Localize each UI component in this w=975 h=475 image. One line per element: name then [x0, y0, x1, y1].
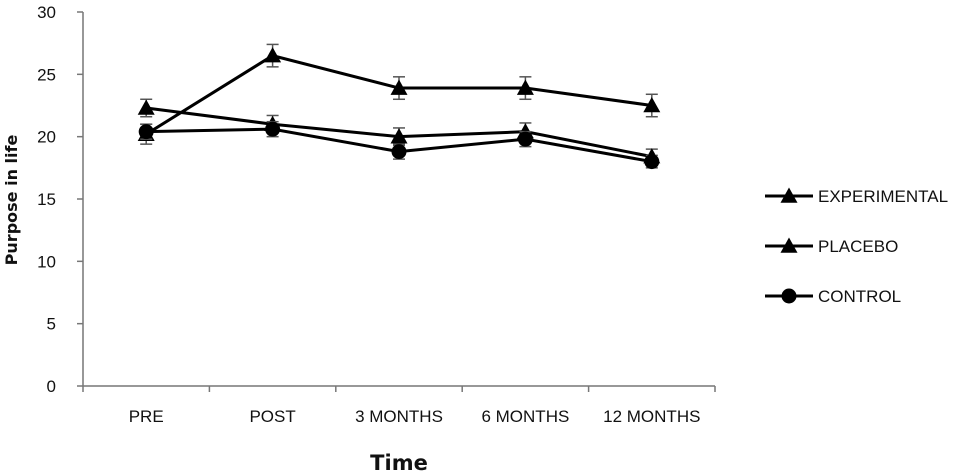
data-point-experimental [643, 97, 661, 113]
legend-marker-placebo [780, 237, 798, 253]
legend: EXPERIMENTAL PLACEBO CONTROL [765, 187, 948, 306]
y-axis-ticks: 0 5 10 15 20 25 30 [37, 3, 83, 396]
legend-label-control: CONTROL [818, 287, 901, 306]
data-point-control [644, 154, 660, 170]
x-tick-label: 6 MONTHS [481, 407, 569, 426]
x-tick-label: PRE [129, 407, 164, 426]
legend-marker-experimental [780, 187, 798, 203]
data-point-control [517, 131, 533, 147]
x-tick-label: 12 MONTHS [603, 407, 700, 426]
y-tick-label: 0 [47, 377, 56, 396]
legend-marker-control [781, 288, 797, 304]
y-axis-title: Purpose in life [2, 135, 21, 266]
y-tick-label: 30 [37, 3, 56, 22]
data-point-experimental [264, 47, 282, 63]
y-tick-label: 5 [47, 315, 56, 334]
x-axis-title: Time [370, 451, 428, 475]
data-point-placebo [390, 128, 408, 144]
data-point-control [391, 144, 407, 160]
data-point-control [265, 121, 281, 137]
legend-item-experimental: EXPERIMENTAL [765, 187, 948, 206]
x-tick-label: POST [249, 407, 295, 426]
data-point-experimental [516, 79, 534, 95]
x-axis-ticks: PRE POST 3 MONTHS 6 MONTHS 12 MONTHS [82, 386, 716, 426]
chart-axes [82, 12, 715, 387]
legend-label-placebo: PLACEBO [818, 237, 898, 256]
y-tick-label: 10 [37, 252, 56, 271]
x-tick-label: 3 MONTHS [355, 407, 443, 426]
legend-item-placebo: PLACEBO [765, 237, 898, 256]
data-point-placebo [137, 99, 155, 115]
data-point-control [138, 124, 154, 140]
series-layer [137, 43, 661, 170]
y-tick-label: 15 [37, 190, 56, 209]
legend-label-experimental: EXPERIMENTAL [818, 187, 948, 206]
y-tick-label: 20 [37, 128, 56, 147]
legend-item-control: CONTROL [765, 287, 901, 306]
y-tick-label: 25 [37, 65, 56, 84]
data-point-experimental [390, 79, 408, 95]
series-control [138, 120, 660, 170]
